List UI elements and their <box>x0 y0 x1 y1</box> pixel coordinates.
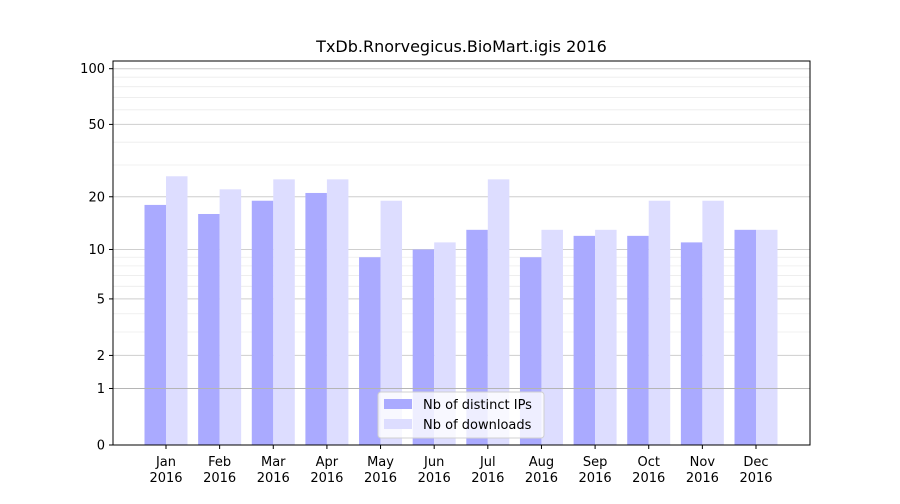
x-tick-label: Feb 2016 <box>203 455 236 486</box>
legend: Nb of distinct IPs Nb of downloads <box>377 391 545 439</box>
x-tick-label: Sep 2016 <box>579 455 612 486</box>
bar-distinct-ips <box>198 213 220 445</box>
x-tick-label: Oct 2016 <box>632 455 665 486</box>
x-tick-label: Apr 2016 <box>310 455 343 486</box>
bar-distinct-ips <box>251 200 274 445</box>
y-tick-label: 50 <box>88 118 105 133</box>
bar-distinct-ips <box>466 229 488 445</box>
bar-distinct-ips <box>305 192 327 445</box>
bar-distinct-ips <box>144 204 166 445</box>
bar-downloads <box>273 179 295 445</box>
x-tick-label: Jan 2016 <box>149 455 182 486</box>
y-tick-label: 0 <box>97 439 105 454</box>
bar-downloads <box>487 179 510 445</box>
y-tick-label: 20 <box>88 190 105 205</box>
bar-downloads <box>380 200 403 445</box>
legend-swatch <box>384 399 412 409</box>
x-tick-label: May 2016 <box>364 455 397 486</box>
bar-distinct-ips <box>359 257 381 445</box>
bar-distinct-ips <box>627 235 649 445</box>
bar-downloads <box>326 179 349 445</box>
bar-downloads <box>219 189 242 445</box>
bar-downloads <box>541 229 563 445</box>
bar-downloads <box>595 229 617 445</box>
bar-downloads <box>648 200 671 445</box>
y-tick-label: 2 <box>97 349 105 364</box>
y-tick-label: 5 <box>97 292 105 307</box>
bar-downloads <box>166 176 188 446</box>
legend-label: Nb of distinct IPs <box>423 398 532 413</box>
chart-title: TxDb.Rnorvegicus.BioMart.igis 2016 <box>315 37 607 56</box>
y-tick-label: 100 <box>80 62 105 77</box>
x-tick-label: Jul 2016 <box>471 455 504 486</box>
bar-distinct-ips <box>680 242 703 445</box>
bar-distinct-ips <box>573 235 596 445</box>
bar-distinct-ips <box>734 229 756 445</box>
plot-area <box>112 60 811 446</box>
x-axis: Jan 2016 Feb 2016 Mar 2016 Apr 2016 May 2016 Jun 20… <box>149 445 773 486</box>
legend-label: Nb of downloads <box>423 418 532 433</box>
x-tick-label: Mar 2016 <box>257 455 290 486</box>
legend-box <box>377 391 545 439</box>
x-tick-label: Aug 2016 <box>525 455 558 486</box>
x-tick-label: Jun 2016 <box>418 455 451 486</box>
x-tick-label: Nov 2016 <box>686 455 719 486</box>
legend-swatch <box>384 419 412 429</box>
x-tick-label: Dec 2016 <box>739 455 772 486</box>
y-tick-label: 10 <box>88 243 105 258</box>
bar-downloads <box>702 200 724 445</box>
y-tick-label: 1 <box>97 382 105 397</box>
y-axis: 0 1 2 5 10 20 50 100 <box>80 62 113 454</box>
bar-downloads <box>756 229 778 445</box>
